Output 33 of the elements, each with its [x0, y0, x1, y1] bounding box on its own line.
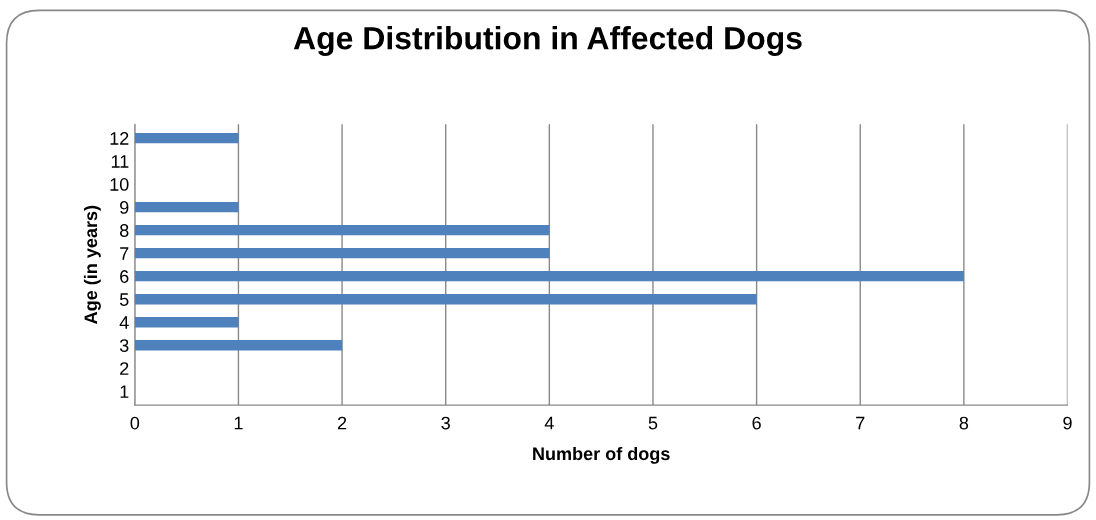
- y-tick-label: 8: [120, 224, 129, 237]
- y-tick-label: 7: [120, 247, 129, 260]
- bar: [134, 224, 550, 236]
- x-axis-title: Number of dogs: [533, 446, 670, 464]
- x-tick-label: 6: [752, 416, 761, 430]
- y-tick-label: 10: [110, 178, 129, 191]
- x-tick-label: 3: [441, 416, 450, 430]
- y-tick-label: 3: [119, 339, 129, 352]
- x-tick-label: 2: [337, 416, 347, 430]
- y-tick-label: 4: [119, 316, 129, 329]
- bar: [134, 201, 239, 213]
- bar: [134, 132, 239, 144]
- bar: [134, 247, 550, 259]
- x-tick-label: 0: [130, 416, 140, 430]
- y-tick-label: 2: [120, 362, 129, 375]
- y-axis-title: Age (in years): [83, 205, 101, 324]
- x-tick-label: 5: [648, 416, 658, 430]
- bar: [134, 317, 239, 328]
- bar: [134, 271, 964, 282]
- bar: [134, 294, 757, 305]
- x-tick-label: 4: [544, 416, 554, 430]
- y-tick-label: 5: [119, 293, 129, 306]
- y-tick-label: 1: [120, 385, 129, 398]
- x-tick-label: 9: [1063, 416, 1072, 430]
- y-tick-label: 9: [120, 201, 129, 214]
- y-tick-label: 12: [110, 132, 129, 145]
- y-tick-label: 6: [120, 270, 129, 283]
- bar: [134, 340, 343, 351]
- x-tick-label: 7: [856, 416, 865, 430]
- chart-title: Age Distribution in Affected Dogs: [293, 26, 802, 56]
- x-tick-label: 8: [959, 416, 969, 430]
- x-tick-label: 1: [234, 416, 243, 430]
- y-tick-label: 11: [111, 155, 129, 168]
